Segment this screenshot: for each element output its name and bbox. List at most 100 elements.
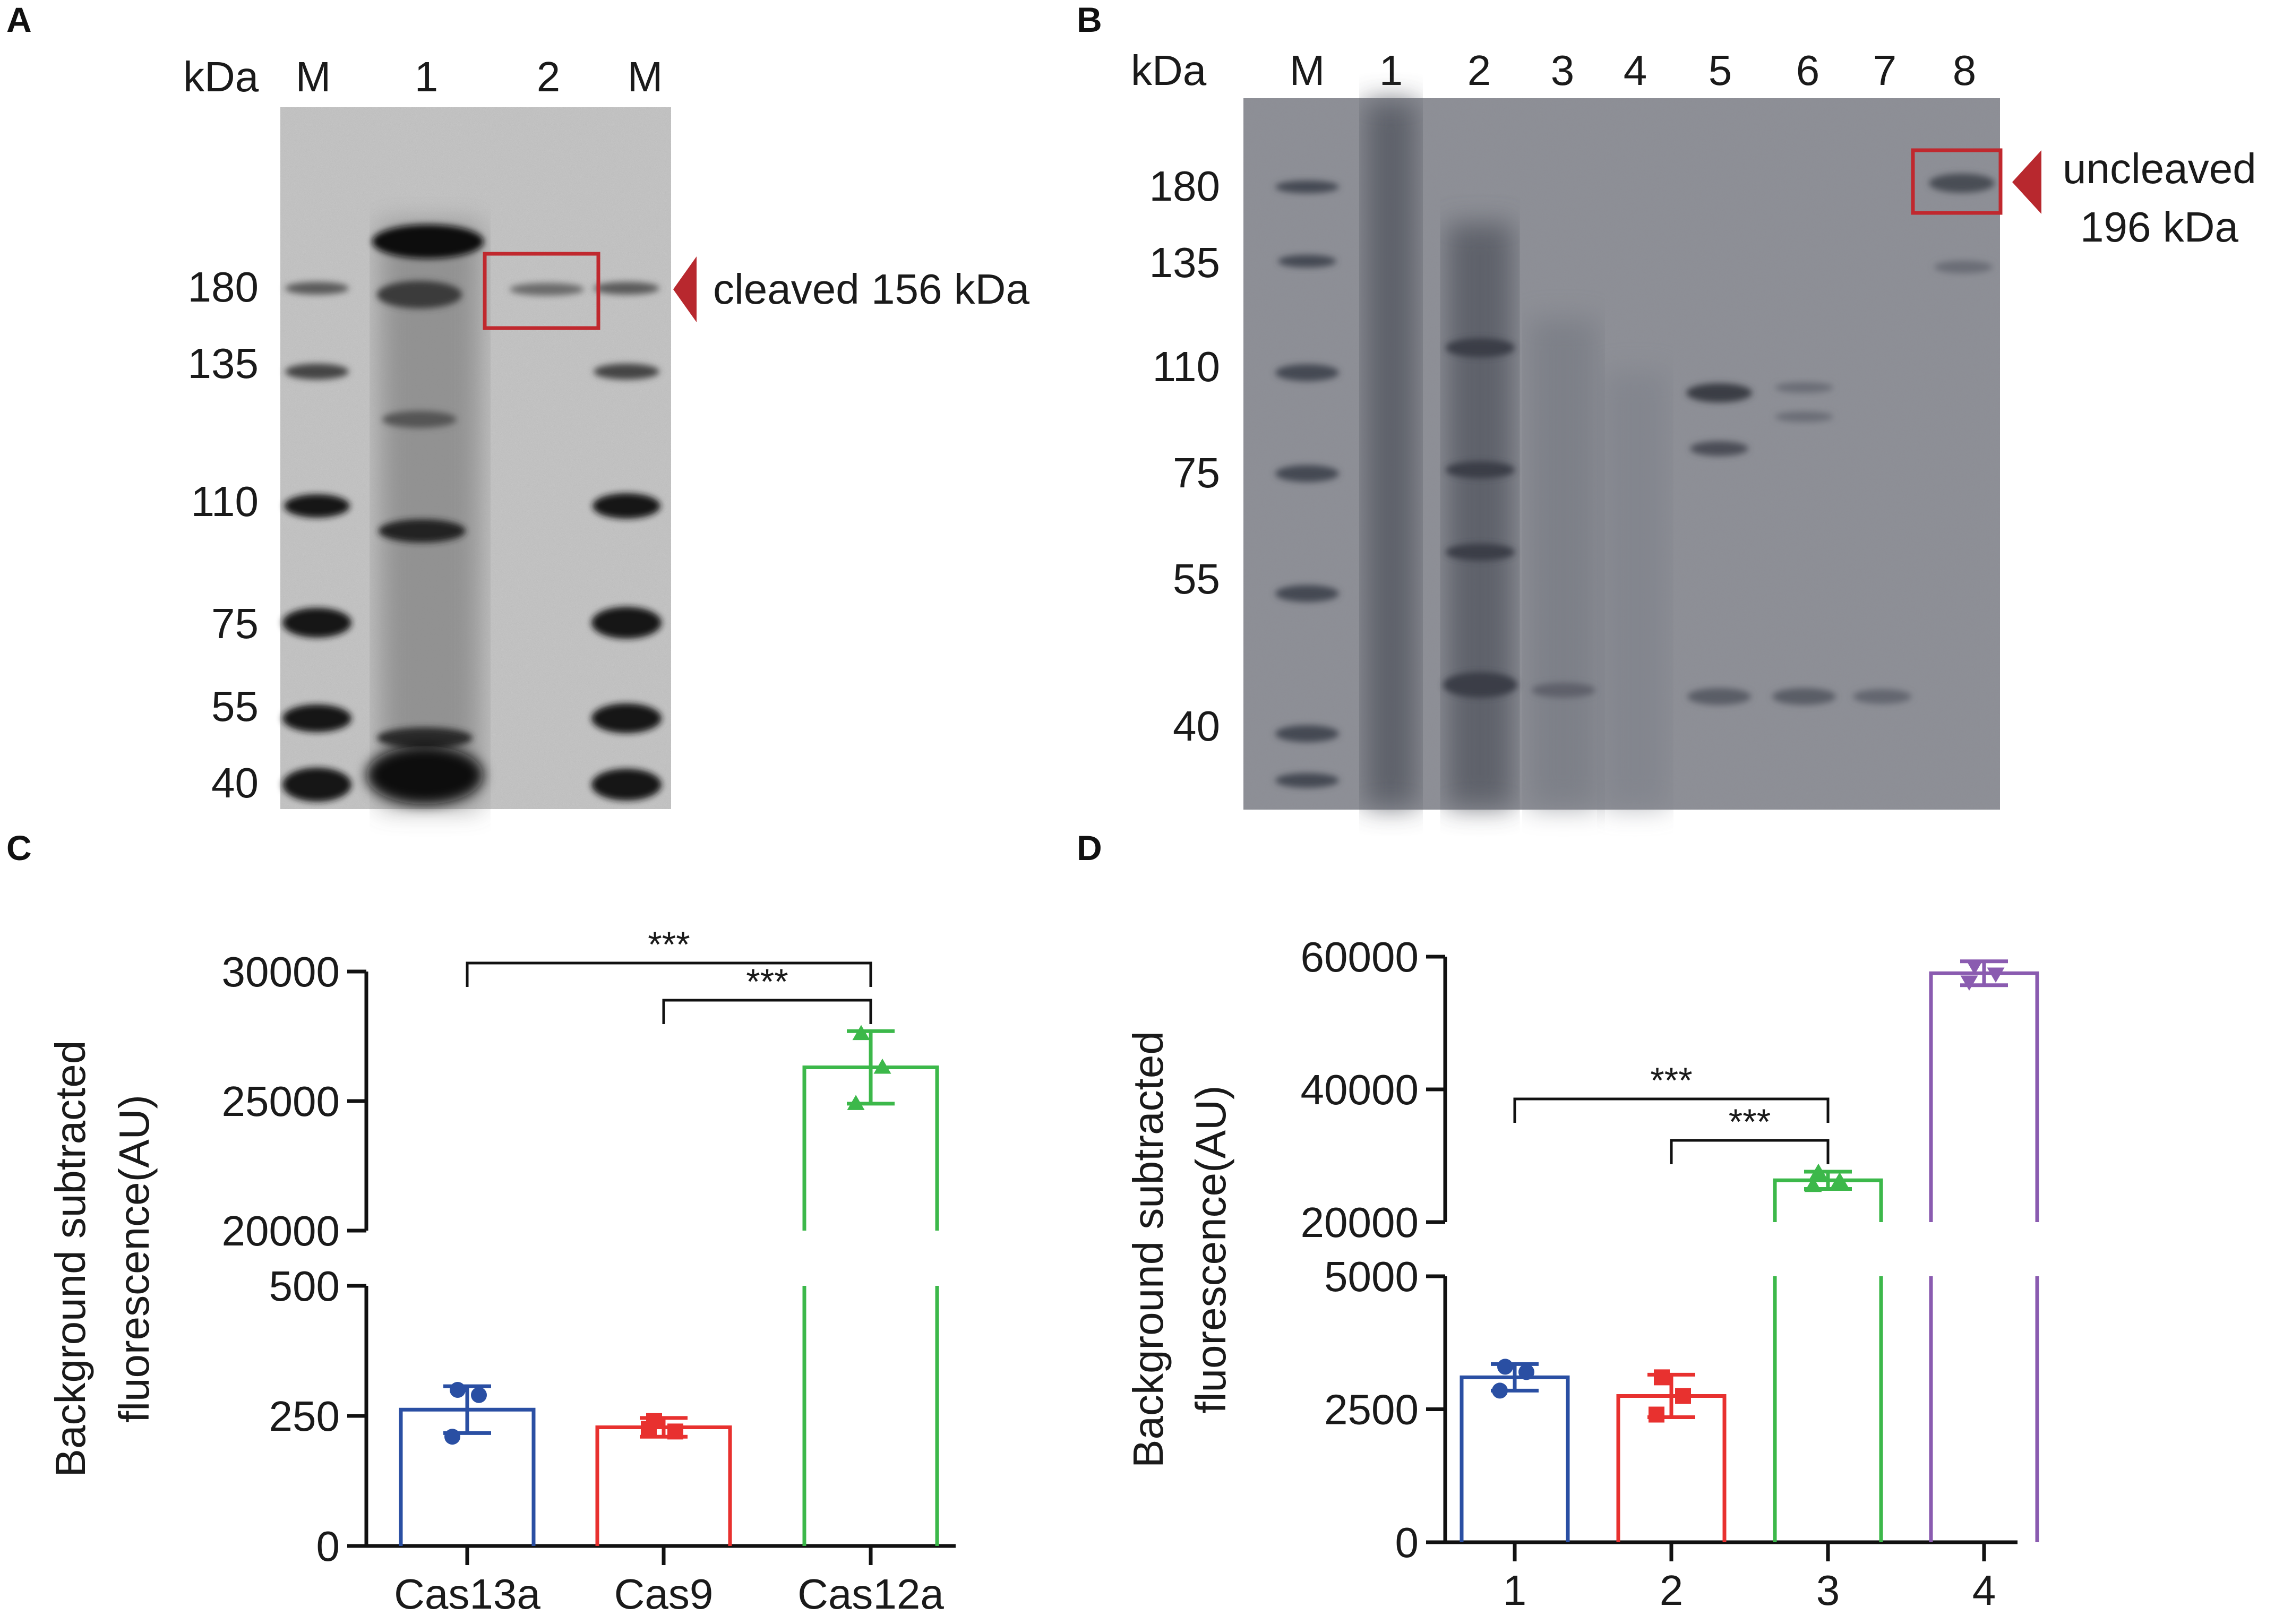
y-tick-label: 60000 (1301, 933, 1419, 981)
gel-a-lane-1-band (379, 519, 466, 543)
panel-letter-d: D (1077, 828, 1102, 867)
data-point (1654, 1369, 1670, 1386)
y-tick-label: 5000 (1324, 1253, 1419, 1300)
gel-a-annotation: cleaved 156 kDa (713, 265, 1029, 313)
significance-label: *** (1650, 1060, 1692, 1101)
chart-c: 0 250 500 20000 25000 30000 Background subtrac… (47, 924, 956, 1618)
data-point (1960, 975, 1978, 991)
gel-b-lane-5-band (1690, 441, 1748, 456)
gel-b-lane-8-band (1929, 174, 1995, 193)
y-tick-label: 250 (269, 1393, 340, 1440)
x-tick-label: Cas13a (394, 1570, 540, 1618)
gel-b-lane-label: 4 (1624, 47, 1647, 94)
gel-a: kDa M 1 2 M (183, 53, 1029, 809)
significance-bracket (1670, 1139, 1830, 1164)
gel-a-ladder-band (594, 364, 659, 380)
gel-b-ladder-band (1275, 181, 1339, 193)
gel-a-lane-2-band (510, 283, 584, 296)
significance-bracket (662, 999, 872, 1024)
gel-b-lane-label: 5 (1709, 47, 1732, 94)
gel-a-ladder-band (591, 769, 662, 801)
gel-b-unit-label: kDa (1131, 47, 1207, 94)
data-point (1804, 1176, 1822, 1192)
gel-b-lane-2-band (1446, 461, 1515, 478)
gel-b-lane-5-band (1686, 383, 1752, 402)
gel-a-marker-label: 180 (188, 263, 259, 311)
gel-b-lane-label: 7 (1873, 47, 1897, 94)
gel-a-ladder-band (282, 608, 351, 638)
data-point (1987, 967, 2005, 983)
gel-a-ladder-band (594, 282, 659, 295)
gel-b-marker-label: 135 (1149, 239, 1220, 286)
gel-a-ladder-band (285, 282, 349, 295)
gel-a-lane-label: 2 (537, 53, 561, 100)
gel-a-lane-label: 1 (415, 53, 439, 100)
gel-a-ladder-band (591, 703, 662, 733)
gel-a-ladder-band (591, 607, 662, 639)
data-point (1518, 1364, 1534, 1380)
x-tick-label: 1 (1503, 1567, 1527, 1614)
data-point (1675, 1388, 1691, 1404)
y-tick-label: 20000 (1301, 1199, 1419, 1246)
gel-a-ladder-band (593, 493, 660, 519)
gel-b-lane-label: 3 (1551, 47, 1575, 94)
data-point (1965, 959, 1984, 975)
gel-a-lane-1-smear (380, 223, 480, 807)
y-tick-label: 0 (316, 1523, 340, 1570)
gel-a-marker-label: 55 (211, 683, 259, 730)
significance-label: *** (746, 961, 788, 1002)
y-axis-label: Background subtracted (47, 1041, 94, 1477)
gel-b-lane-label: 6 (1796, 47, 1820, 94)
bar (1460, 1375, 1570, 1542)
data-point (1497, 1359, 1513, 1375)
bar (1929, 971, 2039, 1222)
data-point (444, 1429, 460, 1445)
x-tick-label: Cas12a (797, 1570, 944, 1618)
gel-a-lane-1-band (377, 281, 462, 308)
chart-d: 0 2500 5000 20000 40000 60000 Background subtr… (1124, 933, 2039, 1614)
y-tick-label: 25000 (222, 1078, 340, 1125)
data-point (471, 1387, 487, 1403)
panel-letter-c: C (6, 828, 32, 867)
gel-b-lane-label: M (1290, 47, 1325, 94)
data-point (1649, 1406, 1664, 1423)
gel-b-marker-label: 40 (1173, 702, 1220, 750)
gel-b: kDa M 1 2 3 4 5 6 7 8 (1131, 47, 2256, 810)
significance-label: *** (648, 924, 690, 965)
bar (595, 1425, 732, 1546)
gel-a-lane-1-band (366, 746, 483, 804)
data-point (450, 1382, 466, 1398)
gel-b-lane-2-band (1446, 544, 1515, 561)
gel-b-ladder-band (1275, 773, 1339, 788)
y-axis-label: Background subtracted (1124, 1031, 1172, 1468)
y-tick-label: 2500 (1324, 1386, 1419, 1433)
y-tick-label: 500 (269, 1262, 340, 1310)
gel-a-highlight-box (483, 252, 600, 330)
data-point (667, 1423, 683, 1440)
gel-b-lane-2-band (1443, 672, 1517, 698)
gel-a-lane-1-band (372, 225, 484, 259)
significance-bracket (466, 961, 872, 987)
gel-b-lane-label: 8 (1953, 47, 1977, 94)
y-tick-label: 30000 (222, 948, 340, 995)
gel-b-ladder-band (1275, 585, 1339, 602)
gel-b-lane-label: 2 (1467, 47, 1491, 94)
gel-b-lane-2-smear (1447, 223, 1513, 807)
gel-b-marker-label: 55 (1173, 555, 1220, 603)
y-axis-label: fluorescence(AU) (1187, 1085, 1234, 1413)
gel-b-annotation: 196 kDa (2080, 203, 2238, 251)
data-point (641, 1421, 657, 1437)
panel-letter-b: B (1077, 0, 1102, 39)
gel-a-arrow (673, 256, 697, 322)
gel-a-ladder-band (284, 494, 350, 518)
gel-b-annotation: uncleaved (2063, 145, 2256, 192)
x-tick-label: 3 (1816, 1567, 1840, 1614)
gel-a-marker-label: 40 (211, 759, 259, 806)
gel-b-ladder-band (1275, 725, 1339, 742)
gel-a-ladder-band (282, 768, 351, 802)
gel-b-lane-5-band (1687, 688, 1751, 705)
y-tick-label: 0 (1395, 1519, 1419, 1566)
gel-a-marker-label: 75 (211, 600, 259, 647)
gel-a-lane-label: M (628, 53, 663, 100)
